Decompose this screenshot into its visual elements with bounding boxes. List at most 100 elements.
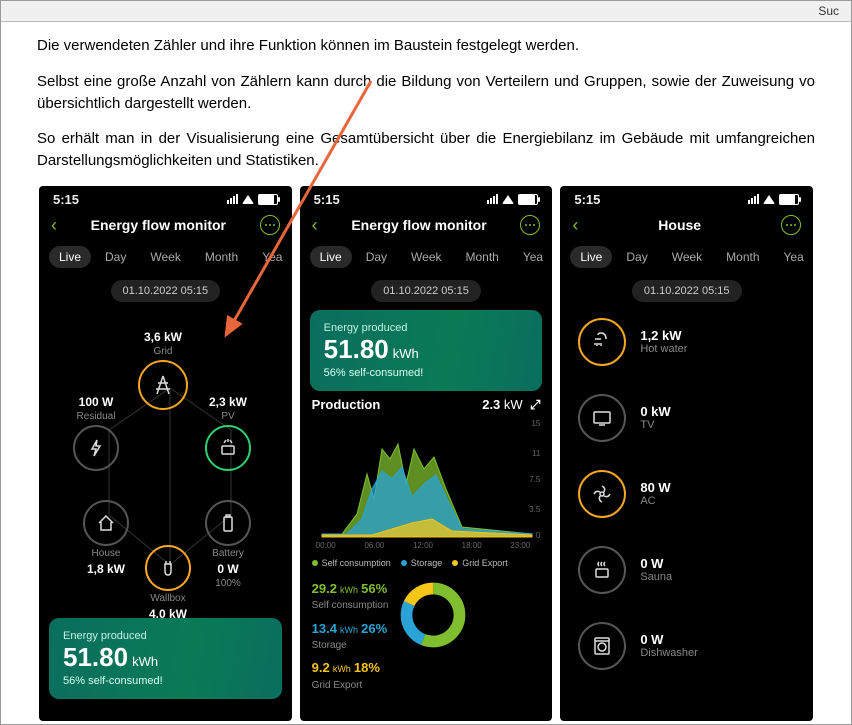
status-bar: 5:15 bbox=[300, 186, 553, 209]
tab-year[interactable]: Yea bbox=[513, 246, 552, 268]
production-chart: Production 2.3 kW ⤢ 15 11 7.5 3.5 0 00:0006:… bbox=[300, 391, 553, 705]
range-tabs: Live Day Week Month Yea bbox=[560, 242, 813, 272]
wifi-icon bbox=[242, 195, 254, 204]
status-icons bbox=[748, 194, 799, 205]
y-tick: 11 bbox=[532, 449, 540, 458]
tab-year[interactable]: Yea bbox=[774, 246, 813, 268]
tab-year[interactable]: Yea bbox=[252, 246, 291, 268]
x-tick: 00:00 bbox=[316, 541, 336, 550]
doc-para-3: So erhält man in der Visualisierung eine… bbox=[37, 128, 815, 172]
doc-para-2: Selbst eine große Anzahl von Zählern kan… bbox=[37, 71, 815, 115]
tab-month[interactable]: Month bbox=[716, 246, 769, 268]
tab-day[interactable]: Day bbox=[95, 246, 136, 268]
fan-icon bbox=[578, 470, 626, 518]
window-toolbar: Suc bbox=[1, 1, 851, 22]
chart-svg bbox=[312, 419, 542, 539]
y-tick: 7.5 bbox=[529, 475, 540, 484]
doc-para-1: Die verwendeten Zähler und ihre Funktion… bbox=[37, 35, 815, 57]
device-value: 0 W bbox=[640, 632, 697, 647]
tv-icon bbox=[578, 394, 626, 442]
breakdown-row: 29.2 kWh 56%Self consumption bbox=[312, 580, 389, 614]
y-tick: 3.5 bbox=[529, 505, 540, 514]
node-residual[interactable]: 100 W Residual bbox=[73, 395, 119, 471]
breakdown-row: 9.2 kWh 18%Grid Export bbox=[312, 659, 389, 693]
battery-icon bbox=[258, 194, 278, 205]
battery-icon bbox=[779, 194, 799, 205]
signal-icon bbox=[487, 194, 498, 204]
tab-day[interactable]: Day bbox=[356, 246, 397, 268]
battery-extra: 100% bbox=[205, 578, 251, 590]
date-pill[interactable]: 01.10.2022 05:15 bbox=[371, 280, 481, 302]
donut-chart bbox=[398, 580, 468, 650]
back-button[interactable]: ‹ bbox=[312, 215, 318, 236]
sauna-icon bbox=[578, 546, 626, 594]
more-button[interactable] bbox=[520, 215, 540, 235]
node-wallbox[interactable]: Wallbox 4.0 kW bbox=[145, 545, 191, 621]
more-button[interactable] bbox=[260, 215, 280, 235]
legend-item: Self consumption bbox=[312, 558, 391, 568]
device-tv[interactable]: 0 kWTV bbox=[578, 394, 795, 442]
battery-value: 0 W bbox=[205, 562, 251, 576]
device-dishwasher[interactable]: 0 WDishwasher bbox=[578, 622, 795, 670]
date-pill[interactable]: 01.10.2022 05:15 bbox=[632, 280, 742, 302]
wallbox-value: 4.0 kW bbox=[145, 607, 191, 621]
tab-month[interactable]: Month bbox=[195, 246, 248, 268]
device-hot-water[interactable]: 1,2 kWHot water bbox=[578, 318, 795, 366]
status-icons bbox=[487, 194, 538, 205]
document-text: Die verwendeten Zähler und ihre Funktion… bbox=[1, 1, 851, 172]
more-button[interactable] bbox=[781, 215, 801, 235]
battery-node-icon bbox=[205, 500, 251, 546]
energy-produced-card[interactable]: Energy produced 51.80kWh 56% self-consum… bbox=[49, 618, 282, 699]
area-chart[interactable]: 15 11 7.5 3.5 0 bbox=[312, 419, 541, 539]
phone-energy-flow: 5:15 ‹ Energy flow monitor Live Day Week… bbox=[39, 186, 292, 721]
search-label: Suc bbox=[818, 4, 839, 18]
wallbox-icon bbox=[145, 545, 191, 591]
node-grid[interactable]: 3,6 kW Grid bbox=[138, 330, 188, 410]
screen-title: Energy flow monitor bbox=[91, 217, 226, 233]
back-button[interactable]: ‹ bbox=[51, 215, 57, 236]
device-label: Dishwasher bbox=[640, 647, 697, 659]
signal-icon bbox=[748, 194, 759, 204]
breakdown-stats: 29.2 kWh 56%Self consumption13.4 kWh 26%… bbox=[312, 580, 541, 699]
node-house[interactable]: House 1,8 kW bbox=[83, 500, 129, 576]
tab-live[interactable]: Live bbox=[310, 246, 352, 268]
range-tabs: Live Day Week Month Yea bbox=[300, 242, 553, 272]
tab-live[interactable]: Live bbox=[570, 246, 612, 268]
chart-header: Production 2.3 kW ⤢ bbox=[312, 397, 541, 413]
house-value: 1,8 kW bbox=[83, 562, 129, 576]
node-battery[interactable]: Battery 0 W 100% bbox=[205, 500, 251, 590]
status-icons bbox=[227, 194, 278, 205]
screen-header: ‹ Energy flow monitor bbox=[39, 209, 292, 242]
node-pv[interactable]: 2,3 kW PV bbox=[205, 395, 251, 471]
legend-item: Storage bbox=[401, 558, 443, 568]
phone-row: 5:15 ‹ Energy flow monitor Live Day Week… bbox=[1, 186, 851, 721]
tab-day[interactable]: Day bbox=[616, 246, 657, 268]
x-tick: 12:00 bbox=[413, 541, 433, 550]
y-tick: 0 bbox=[536, 531, 540, 540]
card-value: 51.80kWh bbox=[324, 334, 529, 365]
tab-live[interactable]: Live bbox=[49, 246, 91, 268]
chart-current: 2.3 kW ⤢ bbox=[482, 397, 540, 413]
card-value: 51.80kWh bbox=[63, 642, 268, 673]
device-sauna[interactable]: 0 WSauna bbox=[578, 546, 795, 594]
screen-title: Energy flow monitor bbox=[351, 217, 486, 233]
device-label: Hot water bbox=[640, 343, 687, 355]
status-time: 5:15 bbox=[314, 192, 340, 207]
tab-week[interactable]: Week bbox=[662, 246, 712, 268]
tab-month[interactable]: Month bbox=[456, 246, 509, 268]
wallbox-label: Wallbox bbox=[145, 593, 191, 605]
dishwasher-icon bbox=[578, 622, 626, 670]
y-tick: 15 bbox=[531, 419, 540, 428]
wifi-icon bbox=[502, 195, 514, 204]
range-tabs: Live Day Week Month Yea bbox=[39, 242, 292, 272]
expand-icon[interactable]: ⤢ bbox=[530, 397, 540, 412]
phone-house: 5:15 ‹ House Live Day Week Month Yea 01.… bbox=[560, 186, 813, 721]
date-pill[interactable]: 01.10.2022 05:15 bbox=[111, 280, 221, 302]
status-time: 5:15 bbox=[574, 192, 600, 207]
back-button[interactable]: ‹ bbox=[572, 215, 578, 236]
x-axis: 00:0006:0012:0018:0023:00 bbox=[312, 541, 541, 550]
tab-week[interactable]: Week bbox=[140, 246, 190, 268]
energy-produced-card[interactable]: Energy produced 51.80kWh 56% self-consum… bbox=[310, 310, 543, 391]
tab-week[interactable]: Week bbox=[401, 246, 451, 268]
device-ac[interactable]: 80 WAC bbox=[578, 470, 795, 518]
